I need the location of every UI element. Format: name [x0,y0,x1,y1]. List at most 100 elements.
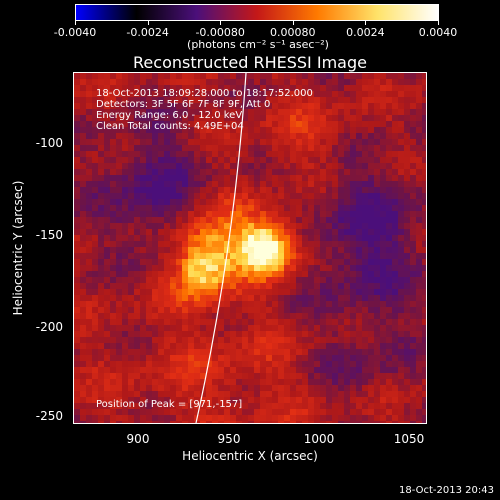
image-pixel [410,115,417,122]
image-pixel [422,403,426,410]
image-pixel [86,349,93,356]
image-pixel [170,157,177,164]
image-pixel [362,253,369,260]
image-pixel [248,205,255,212]
image-pixel [164,235,171,242]
image-pixel [134,187,141,194]
image-pixel [134,181,141,188]
image-pixel [314,187,321,194]
image-pixel [302,331,309,338]
image-pixel [290,127,297,134]
image-pixel [284,229,291,236]
image-pixel [404,403,411,410]
image-pixel [224,307,231,314]
image-pixel [230,391,237,398]
image-pixel [332,421,339,423]
image-pixel [104,169,111,176]
image-pixel [290,151,297,158]
image-pixel [386,379,393,386]
image-pixel [272,157,279,164]
image-pixel [380,259,387,266]
image-pixel [254,415,261,422]
image-pixel [404,229,411,236]
image-pixel [314,343,321,350]
image-pixel [152,355,159,362]
image-pixel [362,373,369,380]
image-pixel [416,415,423,422]
image-pixel [326,73,333,80]
image-pixel [326,259,333,266]
image-pixel [194,355,201,362]
image-pixel [398,79,405,86]
image-pixel [422,271,426,278]
image-pixel [320,265,327,272]
image-pixel [290,115,297,122]
image-pixel [404,205,411,212]
image-pixel [110,181,117,188]
image-pixel [254,199,261,206]
image-pixel [326,289,333,296]
image-pixel [380,295,387,302]
image-pixel [410,343,417,350]
image-pixel [134,337,141,344]
image-pixel [392,409,399,416]
image-pixel [242,115,249,122]
image-pixel [146,223,153,230]
ytick-label: -200 [35,320,63,334]
image-pixel [164,241,171,248]
image-pixel [74,253,81,260]
image-pixel [212,397,219,404]
image-pixel [212,289,219,296]
image-pixel [374,355,381,362]
image-pixel [398,91,405,98]
image-pixel [128,403,135,410]
image-pixel [350,373,357,380]
image-pixel [302,175,309,182]
image-pixel [140,337,147,344]
image-pixel [86,289,93,296]
image-pixel [158,367,165,374]
image-pixel [380,379,387,386]
image-pixel [356,421,363,423]
image-pixel [278,175,285,182]
image-pixel [80,379,87,386]
image-pixel [194,109,201,116]
image-pixel [314,253,321,260]
image-pixel [296,175,303,182]
image-pixel [374,199,381,206]
image-pixel [326,127,333,134]
image-pixel [104,319,111,326]
image-pixel [356,325,363,332]
image-pixel [86,133,93,140]
image-pixel [110,109,117,116]
image-pixel [302,307,309,314]
image-pixel [206,229,213,236]
image-pixel [356,295,363,302]
image-pixel [200,151,207,158]
image-pixel [86,337,93,344]
image-pixel [350,421,357,423]
image-pixel [146,169,153,176]
image-pixel [92,241,99,248]
image-pixel [290,253,297,260]
image-pixel [152,73,159,80]
image-pixel [80,157,87,164]
image-pixel [236,331,243,338]
image-pixel [218,91,225,98]
image-pixel [254,277,261,284]
image-pixel [392,385,399,392]
image-pixel [134,379,141,386]
image-pixel [386,229,393,236]
image-pixel [158,229,165,236]
image-pixel [200,415,207,422]
image-pixel [338,115,345,122]
image-pixel [128,349,135,356]
image-pixel [386,319,393,326]
image-pixel [398,151,405,158]
image-pixel [140,199,147,206]
image-pixel [146,85,153,92]
image-pixel [170,295,177,302]
image-pixel [374,79,381,86]
image-pixel [176,343,183,350]
image-pixel [110,235,117,242]
